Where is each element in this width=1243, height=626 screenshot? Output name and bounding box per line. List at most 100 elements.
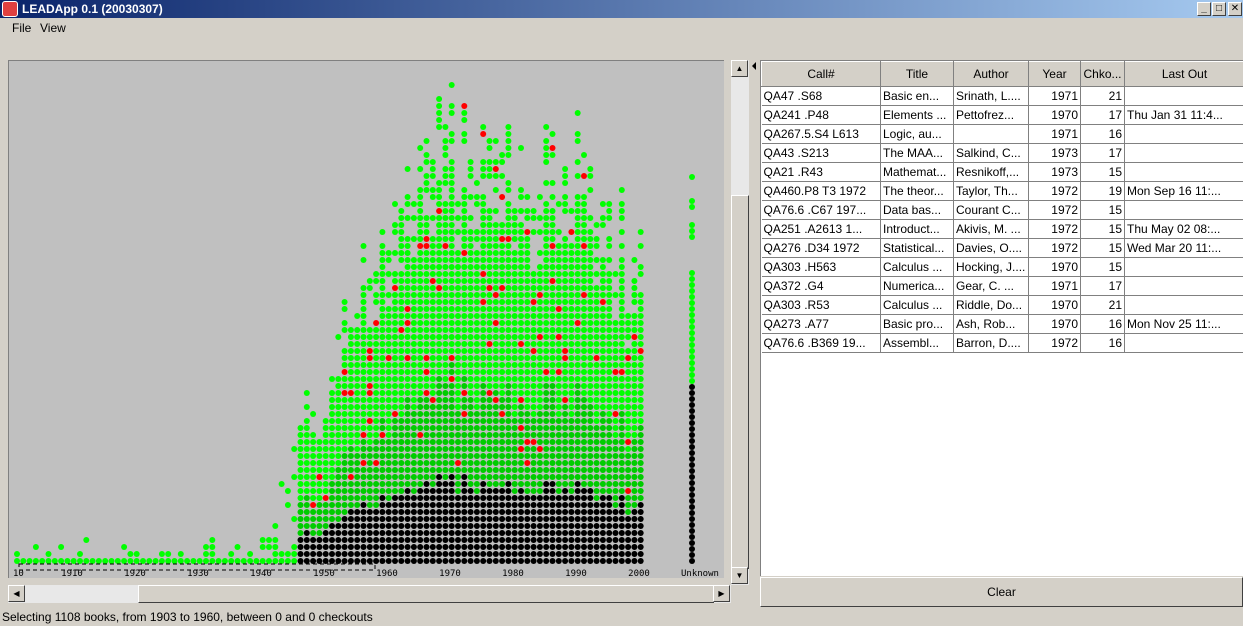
book-point <box>410 544 417 550</box>
book-point <box>366 369 373 375</box>
table-row[interactable]: QA76.6 .B369 19... Assembl... Barron, D...… <box>761 333 1243 353</box>
book-point <box>417 208 424 214</box>
book-point <box>581 502 587 508</box>
book-point <box>599 278 606 284</box>
minimize-button[interactable]: _ <box>1197 2 1211 16</box>
book-point <box>530 341 537 347</box>
column-header-last-out[interactable]: Last Out <box>1124 61 1243 87</box>
column-header-checkouts[interactable]: Chko... <box>1080 61 1125 87</box>
scatter-plot[interactable]: 10 1910 1920 1930 1940 1950 1960 1970 1980 1990 20… <box>9 61 724 578</box>
book-point <box>436 334 443 340</box>
book-point <box>612 544 619 550</box>
vertical-scroll-thumb[interactable] <box>731 195 749 569</box>
cell-title: Elements ... <box>880 105 954 125</box>
selection-rectangle[interactable] <box>18 563 376 571</box>
book-point <box>398 495 405 501</box>
unknown-year-point <box>689 528 695 534</box>
close-button[interactable]: ✕ <box>1228 2 1242 16</box>
book-point <box>511 362 518 368</box>
table-row[interactable]: QA43 .S213 The MAA... Salkind, C... 1973 17 <box>761 143 1243 163</box>
book-point <box>417 271 424 277</box>
table-row[interactable]: QA267.5.S4 L613 Logic, au... 1971 16 <box>761 124 1243 144</box>
collapse-left-icon[interactable] <box>752 62 756 70</box>
table-row[interactable]: QA76.6 .C67 197... Data bas... Courant C..… <box>761 200 1243 220</box>
table-row[interactable]: QA251 .A2613 1... Introduct... Akivis, M. … <box>761 219 1243 239</box>
book-point <box>379 243 386 249</box>
book-point <box>442 439 449 445</box>
book-point <box>379 488 386 494</box>
book-point <box>291 446 298 452</box>
book-point <box>417 222 424 228</box>
clear-button[interactable]: Clear <box>760 577 1243 607</box>
book-point <box>505 299 512 305</box>
menu-view[interactable]: View <box>40 21 66 35</box>
cell-checkouts: 21 <box>1080 295 1125 315</box>
book-point <box>404 425 411 431</box>
book-point <box>574 334 581 340</box>
book-point <box>423 257 430 263</box>
book-point <box>549 544 556 550</box>
book-point <box>347 432 354 438</box>
scroll-right-button[interactable]: ▶ <box>713 585 730 602</box>
book-point <box>511 383 518 389</box>
book-point <box>322 446 329 452</box>
table-row[interactable]: QA273 .A77 Basic pro... Ash, Rob... 1970 16 M… <box>761 314 1243 334</box>
book-point <box>574 551 581 557</box>
book-point <box>436 117 443 123</box>
scroll-left-button[interactable]: ◀ <box>8 585 25 602</box>
table-row[interactable]: QA276 .D34 1972 Statistical... Davies, O..… <box>761 238 1243 258</box>
book-point <box>511 348 518 354</box>
menu-file[interactable]: File <box>12 21 32 35</box>
book-point <box>429 362 436 368</box>
book-point <box>423 418 430 424</box>
book-point <box>385 509 392 515</box>
book-point <box>574 537 581 543</box>
column-header-author[interactable]: Author <box>953 61 1029 87</box>
scroll-up-button[interactable]: ▲ <box>731 60 748 77</box>
book-point <box>448 313 455 319</box>
book-point <box>410 460 417 466</box>
book-point <box>492 166 499 172</box>
book-point <box>266 558 272 564</box>
horizontal-scroll-thumb[interactable] <box>138 585 714 603</box>
scatter-plot-panel[interactable]: 10 1910 1920 1930 1940 1950 1960 1970 1980 1990 20… <box>8 60 724 578</box>
book-point <box>442 243 449 249</box>
table-row[interactable]: QA241 .P48 Elements ... Pettofrez... 1970 17… <box>761 105 1243 125</box>
maximize-button[interactable]: □ <box>1212 2 1226 16</box>
book-point <box>417 383 424 389</box>
book-point <box>530 376 537 382</box>
book-point <box>392 376 398 382</box>
book-point <box>631 397 638 403</box>
book-point <box>436 453 443 459</box>
book-point <box>625 509 632 515</box>
table-row[interactable]: QA47 .S68 Basic en... Srinath, L.... 1971 21 <box>761 86 1243 106</box>
book-point <box>398 537 405 543</box>
book-point <box>543 320 550 326</box>
book-point <box>625 320 632 326</box>
book-point <box>410 320 417 326</box>
unknown-year-point <box>689 330 695 336</box>
book-point <box>347 481 354 487</box>
book-point <box>467 516 474 522</box>
column-header-call[interactable]: Call# <box>761 61 881 87</box>
book-point <box>480 467 487 473</box>
scroll-down-button[interactable]: ▼ <box>731 567 748 584</box>
book-point <box>448 558 455 564</box>
table-row[interactable]: QA460.P8 T3 1972 The theor... Taylor, Th..… <box>761 181 1243 201</box>
table-row[interactable]: QA303 .R53 Calculus ... Riddle, Do... 1970 2… <box>761 295 1243 315</box>
plot-vertical-scrollbar[interactable]: ▲ ▼ <box>731 60 749 585</box>
column-header-year[interactable]: Year <box>1028 61 1081 87</box>
table-row[interactable]: QA21 .R43 Mathemat... Resnikoff,... 1973 15 <box>761 162 1243 182</box>
book-point <box>461 390 468 396</box>
plot-horizontal-scrollbar[interactable]: ◀ ▶ <box>8 585 731 603</box>
book-point <box>404 285 411 291</box>
column-header-title[interactable]: Title <box>880 61 954 87</box>
book-point <box>524 439 531 445</box>
book-point <box>354 474 361 480</box>
book-point <box>587 418 594 424</box>
panel-splitter[interactable] <box>752 60 758 605</box>
cell-call: QA303 .R53 <box>761 295 881 315</box>
table-row[interactable]: QA372 .G4 Numerica... Gear, C. ... 1971 17 <box>761 276 1243 296</box>
book-point <box>385 306 392 312</box>
table-row[interactable]: QA303 .H563 Calculus ... Hocking, J.... 197… <box>761 257 1243 277</box>
